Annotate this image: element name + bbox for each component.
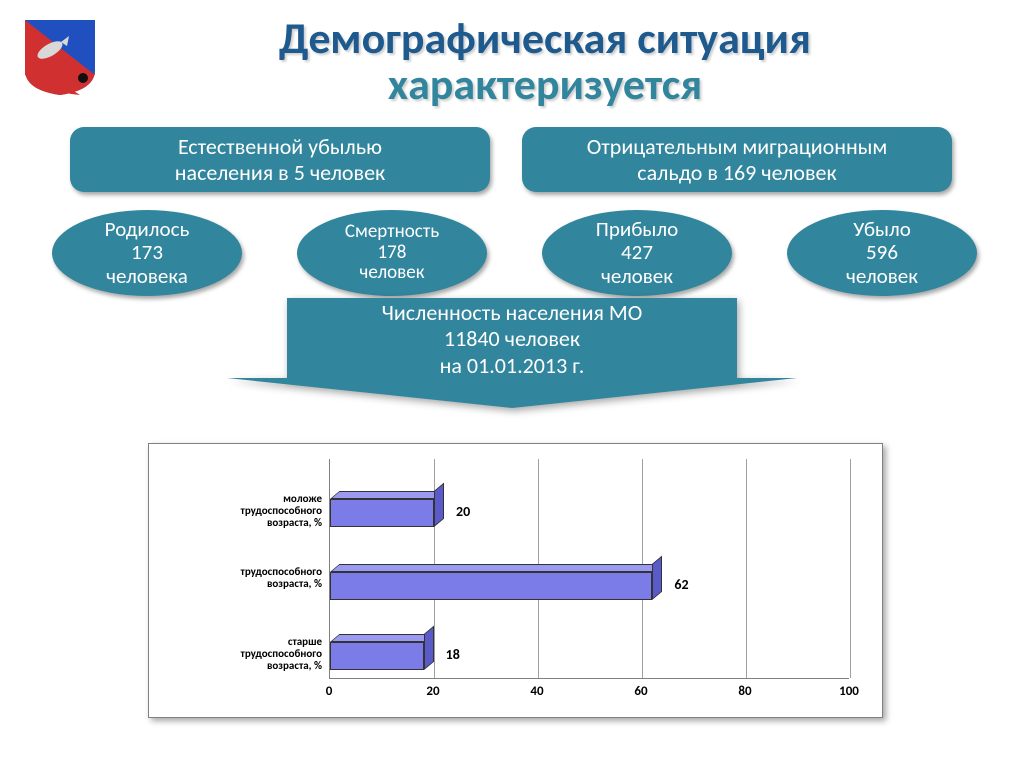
chart-bar-side <box>434 483 444 527</box>
chart-plot-area: 20 62 18 <box>329 459 849 679</box>
chart-x-tick: 100 <box>839 684 859 699</box>
box-line: Отрицательным миграционным <box>587 134 888 159</box>
ellipse-line: человек <box>846 265 918 288</box>
chart-bar-top <box>330 564 662 572</box>
ellipse-line: человек <box>359 263 424 284</box>
chart-x-tick: 20 <box>426 684 439 699</box>
ellipse-line: человек <box>601 265 673 288</box>
chart-bar <box>330 642 424 670</box>
chart-bar-top <box>330 491 444 499</box>
box-line: сальдо в 169 человек <box>637 160 836 185</box>
title-sub: характеризуется <box>120 61 970 107</box>
ellipse-line: Родилось <box>105 218 190 241</box>
chart-gridline <box>850 459 851 678</box>
ellipse-departed: Убыло 596 человек <box>787 210 977 296</box>
chart-x-tick: 0 <box>326 684 333 699</box>
chart-bar-top <box>330 634 433 642</box>
ellipse-deaths: Смертность 178 человек <box>297 210 487 296</box>
box-line: населения в 5 человек <box>175 160 385 185</box>
title-main: Демографическая ситуация <box>120 15 970 61</box>
chart-x-tick: 40 <box>530 684 543 699</box>
ellipse-line: 173 <box>131 241 163 264</box>
box-natural-decline: Естественной убылью населения в 5 челове… <box>70 127 490 192</box>
chart-y-category: старшетрудоспособноговозраста, % <box>157 636 322 672</box>
box-migration-balance: Отрицательным миграционным сальдо в 169 … <box>522 127 952 192</box>
chart-y-category: трудоспособноговозраста, % <box>157 566 322 590</box>
chart-y-category: моложетрудоспособноговозраста, % <box>157 493 322 529</box>
ellipse-line: Смертность <box>345 222 439 243</box>
chart-bar-side <box>424 626 434 670</box>
ellipse-births: Родилось 173 человека <box>52 210 242 296</box>
arrow-line: Численность населения МО <box>382 299 643 326</box>
population-arrow-text: Численность населения МО 11840 человек н… <box>227 300 797 379</box>
chart-bar-side <box>652 556 662 600</box>
page-title: Демографическая ситуация характеризуется <box>120 15 970 107</box>
chart-bar <box>330 499 434 527</box>
top-summary-boxes: Естественной убылью населения в 5 челове… <box>70 127 952 192</box>
chart-x-tick: 60 <box>634 684 647 699</box>
chart-bar-value: 62 <box>674 576 688 593</box>
chart-bar <box>330 572 652 600</box>
box-line: Естественной убылью <box>178 134 382 159</box>
stat-ellipses: Родилось 173 человека Смертность 178 чел… <box>52 210 977 296</box>
ellipse-line: 596 <box>866 241 898 264</box>
chart-bar-value: 18 <box>446 646 460 663</box>
chart-gridline <box>746 459 747 678</box>
ellipse-line: Прибыло <box>596 218 678 241</box>
ellipse-line: 178 <box>378 243 407 264</box>
age-structure-chart: 20 62 18 моложетрудоспособноговозраста, % т… <box>148 443 883 718</box>
arrow-line: 11840 человек <box>444 325 580 352</box>
ellipse-line: человека <box>106 265 188 288</box>
chart-x-tick: 80 <box>738 684 751 699</box>
chart-bar-value: 20 <box>456 503 470 520</box>
arrow-line: на 01.01.2013 г. <box>440 352 585 379</box>
ellipse-line: Убыло <box>853 218 911 241</box>
ellipse-line: 427 <box>621 241 653 264</box>
ellipse-arrived: Прибыло 427 человек <box>542 210 732 296</box>
coat-of-arms-logo <box>25 20 95 95</box>
